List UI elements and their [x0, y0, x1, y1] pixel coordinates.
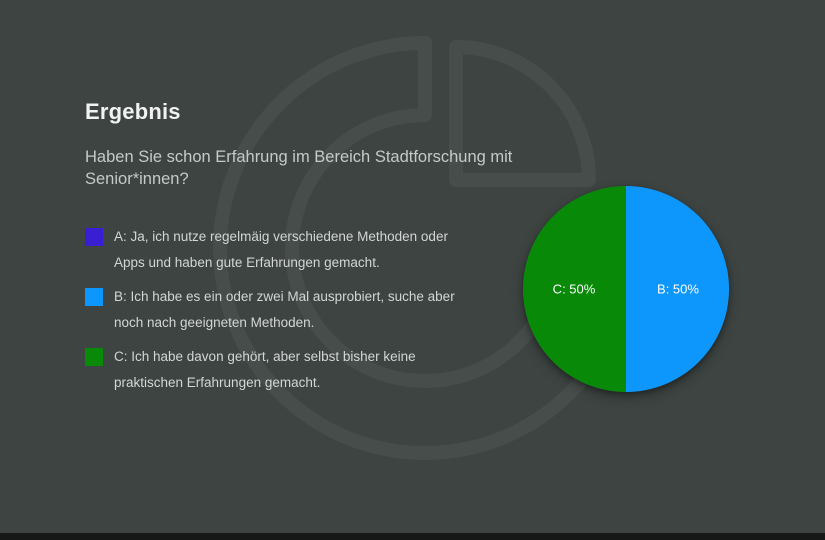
answer-label-line: C: Ich habe davon gehört, aber selbst bi…	[114, 349, 416, 364]
answer-color-swatch	[85, 288, 103, 306]
answer-color-swatch	[85, 228, 103, 246]
answer-label-line: praktischen Erfahrungen gemacht.	[114, 375, 321, 390]
answer-label-line: B: Ich habe es ein oder zwei Mal ausprob…	[114, 289, 455, 304]
question-text: Haben Sie schon Erfahrung im Bereich Sta…	[85, 148, 513, 188]
answer-color-swatch	[85, 348, 103, 366]
answer-legend: A: Ja, ich nutze regelmäig verschiedene …	[85, 224, 515, 396]
pie-slice-label-b: B: 50%	[657, 281, 699, 297]
legend-item-b: B: Ich habe es ein oder zwei Mal ausprob…	[85, 284, 515, 336]
page-title: Ergebnis	[85, 99, 181, 124]
result-panel: Ergebnis Haben Sie schon Erfahrung im Be…	[85, 98, 515, 404]
answer-label: A: Ja, ich nutze regelmäig verschiedene …	[114, 224, 448, 276]
legend-item-c: C: Ich habe davon gehört, aber selbst bi…	[85, 344, 515, 396]
answer-label: B: Ich habe es ein oder zwei Mal ausprob…	[114, 284, 455, 336]
pie-slice-label-c: C: 50%	[552, 281, 596, 297]
answer-label-line: noch nach geeigneten Methoden.	[114, 315, 315, 330]
legend-item-a: A: Ja, ich nutze regelmäig verschiedene …	[85, 224, 515, 276]
pie-chart: B: 50% C: 50%	[523, 186, 729, 392]
bottom-bar	[0, 533, 825, 540]
pie-chart-circle	[523, 186, 729, 392]
answer-label-line: Apps und haben gute Erfahrungen gemacht.	[114, 255, 380, 270]
answer-label: C: Ich habe davon gehört, aber selbst bi…	[114, 344, 416, 396]
answer-label-line: A: Ja, ich nutze regelmäig verschiedene …	[114, 229, 448, 244]
